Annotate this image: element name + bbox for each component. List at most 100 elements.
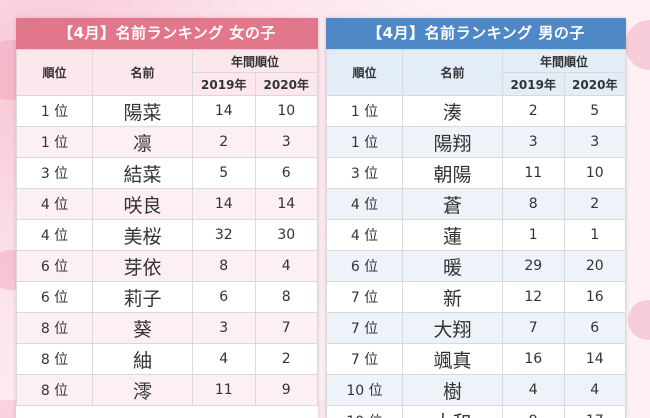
boys-ranking-panel: 【4月】名前ランキング 男の子 順位 名前 年間順位 2019年 2020年 1… (326, 18, 626, 418)
rank-cell: 4 位 (17, 189, 93, 220)
rank-2020-cell: 4 (255, 251, 318, 282)
rank-cell: 1 位 (17, 96, 93, 127)
rank-2019-cell: 7 (503, 313, 565, 344)
annual-rank-header: 年間順位 (503, 50, 626, 73)
rank-header: 順位 (327, 50, 403, 96)
name-cell: 新 (403, 282, 503, 313)
name-cell: 大和 (403, 406, 503, 418)
rank-2020-cell: 7 (255, 313, 318, 344)
name-cell: 葵 (93, 313, 193, 344)
name-cell: 朝陽 (403, 158, 503, 189)
rank-cell: 6 位 (327, 251, 403, 282)
rank-cell: 4 位 (327, 189, 403, 220)
rank-2020-cell: 3 (255, 127, 318, 158)
rank-2020-cell: 1 (564, 220, 626, 251)
name-cell: 暖 (403, 251, 503, 282)
rank-2019-cell: 11 (193, 375, 256, 406)
name-cell: 澪 (93, 375, 193, 406)
name-cell: 芽依 (93, 251, 193, 282)
rank-2019-cell: 4 (193, 344, 256, 375)
rank-2019-cell: 9 (503, 406, 565, 418)
blossom-decoration (625, 20, 650, 70)
name-cell: 蓮 (403, 220, 503, 251)
rank-2019-cell: 11 (503, 158, 565, 189)
rank-2019-cell: 4 (503, 375, 565, 406)
rank-2019-cell: 8 (503, 189, 565, 220)
name-cell: 陽翔 (403, 127, 503, 158)
rank-cell: 6 位 (17, 251, 93, 282)
name-cell: 結菜 (93, 158, 193, 189)
name-cell: 莉子 (93, 282, 193, 313)
rank-2019-cell: 1 (503, 220, 565, 251)
rank-cell: 7 位 (327, 282, 403, 313)
name-cell: 颯真 (403, 344, 503, 375)
blossom-decoration (628, 300, 650, 340)
year-2020-header: 2020年 (255, 73, 318, 96)
rank-2019-cell: 2 (193, 127, 256, 158)
rank-2020-cell: 3 (564, 127, 626, 158)
name-cell: 紬 (93, 344, 193, 375)
name-cell: 凛 (93, 127, 193, 158)
year-2020-header: 2020年 (564, 73, 626, 96)
rank-2020-cell: 4 (564, 375, 626, 406)
rank-2020-cell: 2 (255, 344, 318, 375)
rank-cell: 7 位 (327, 313, 403, 344)
rank-2020-cell: 10 (564, 158, 626, 189)
girls-ranking-panel: 【4月】名前ランキング 女の子 順位 名前 年間順位 2019年 2020年 1… (16, 18, 318, 418)
rank-2019-cell: 3 (503, 127, 565, 158)
rank-2020-cell: 17 (564, 406, 626, 418)
name-cell: 咲良 (93, 189, 193, 220)
rank-cell: 1 位 (17, 127, 93, 158)
name-cell: 蒼 (403, 189, 503, 220)
rank-2019-cell: 12 (503, 282, 565, 313)
rank-2019-cell: 32 (193, 220, 256, 251)
rank-2019-cell: 8 (193, 251, 256, 282)
rank-cell: 1 位 (327, 96, 403, 127)
rank-2020-cell: 6 (255, 158, 318, 189)
rank-2019-cell: 5 (193, 158, 256, 189)
name-cell: 樹 (403, 375, 503, 406)
name-cell: 美桜 (93, 220, 193, 251)
rank-2019-cell: 14 (193, 96, 256, 127)
rank-cell: 4 位 (327, 220, 403, 251)
rank-cell: 8 位 (17, 375, 93, 406)
year-2019-header: 2019年 (193, 73, 256, 96)
rank-cell: 1 位 (327, 127, 403, 158)
rank-2020-cell: 16 (564, 282, 626, 313)
boys-panel-title: 【4月】名前ランキング 男の子 (326, 18, 626, 49)
rank-2020-cell: 9 (255, 375, 318, 406)
table-row: 10 位大和917 (327, 406, 626, 418)
year-2019-header: 2019年 (503, 73, 565, 96)
rank-2019-cell: 3 (193, 313, 256, 344)
rank-2020-cell: 20 (564, 251, 626, 282)
rank-2020-cell: 2 (564, 189, 626, 220)
name-header: 名前 (403, 50, 503, 96)
rank-cell: 8 位 (17, 313, 93, 344)
name-header: 名前 (93, 50, 193, 96)
rank-cell: 10 位 (327, 375, 403, 406)
rank-2020-cell: 8 (255, 282, 318, 313)
rank-2020-cell: 5 (564, 96, 626, 127)
rank-2020-cell: 30 (255, 220, 318, 251)
name-cell: 湊 (403, 96, 503, 127)
rank-cell: 6 位 (17, 282, 93, 313)
rank-cell: 7 位 (327, 344, 403, 375)
name-cell: 陽菜 (93, 96, 193, 127)
rank-header: 順位 (17, 50, 93, 96)
